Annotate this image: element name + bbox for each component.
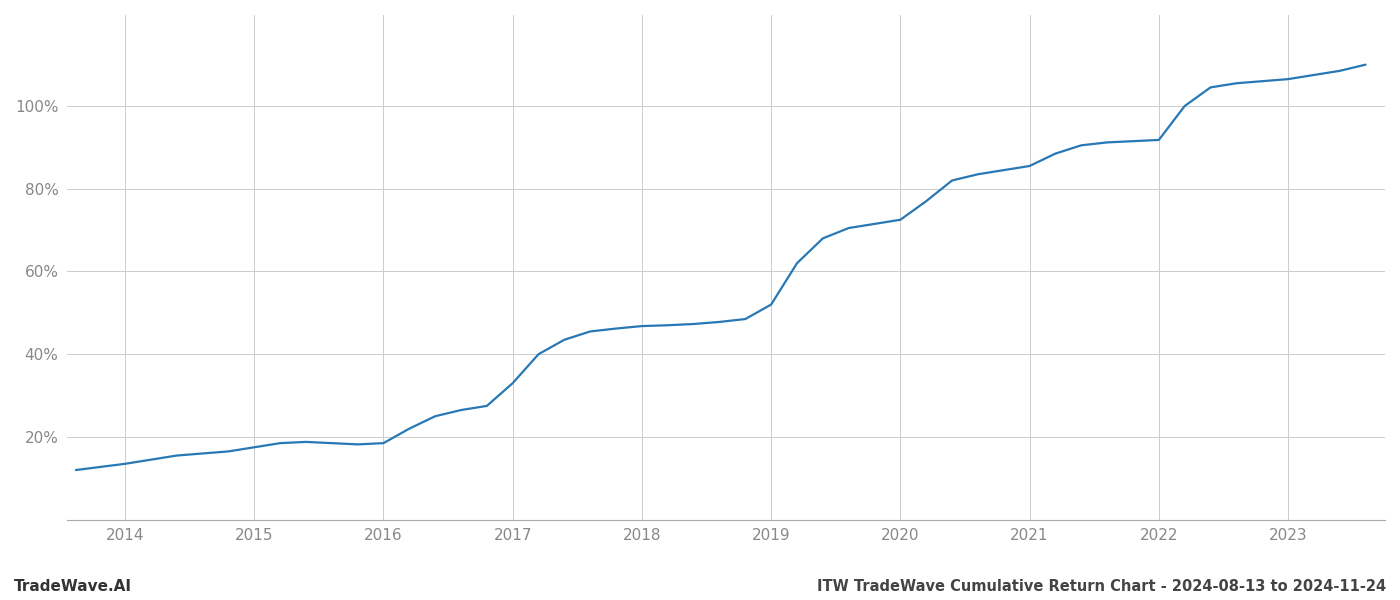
- Text: ITW TradeWave Cumulative Return Chart - 2024-08-13 to 2024-11-24: ITW TradeWave Cumulative Return Chart - …: [816, 579, 1386, 594]
- Text: TradeWave.AI: TradeWave.AI: [14, 579, 132, 594]
